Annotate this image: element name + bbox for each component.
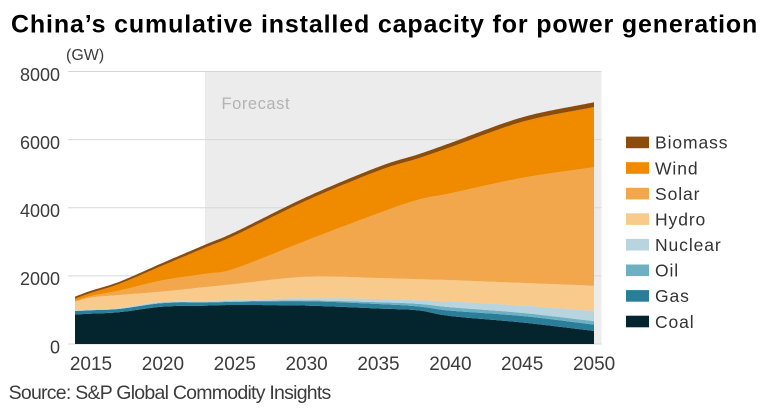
svg-text:4000: 4000 (20, 201, 60, 221)
svg-text:8000: 8000 (20, 65, 60, 85)
svg-text:Coal: Coal (655, 312, 695, 332)
svg-text:Forecast: Forecast (222, 95, 291, 113)
svg-text:2035: 2035 (357, 354, 399, 375)
svg-text:2045: 2045 (501, 354, 543, 375)
svg-text:Nuclear: Nuclear (655, 235, 722, 255)
svg-text:China’s cumulative installed c: China’s cumulative installed capacity fo… (11, 11, 758, 39)
svg-text:Gas: Gas (655, 286, 690, 306)
svg-text:(GW): (GW) (66, 47, 104, 64)
svg-text:Source: S&P Global Commodity I: Source: S&P Global Commodity Insights (9, 382, 332, 404)
svg-text:Hydro: Hydro (655, 209, 706, 229)
svg-text:Wind: Wind (655, 158, 698, 178)
svg-text:0: 0 (50, 337, 60, 357)
svg-text:2025: 2025 (214, 354, 256, 375)
svg-text:Biomass: Biomass (655, 133, 728, 153)
svg-text:2000: 2000 (20, 269, 60, 289)
svg-text:Oil: Oil (655, 261, 679, 281)
svg-text:6000: 6000 (20, 133, 60, 153)
svg-text:2050: 2050 (573, 354, 615, 375)
svg-text:2030: 2030 (285, 354, 327, 375)
svg-text:2020: 2020 (142, 354, 184, 375)
svg-text:2040: 2040 (429, 354, 471, 375)
svg-text:Solar: Solar (655, 184, 700, 204)
svg-text:2015: 2015 (70, 354, 112, 375)
